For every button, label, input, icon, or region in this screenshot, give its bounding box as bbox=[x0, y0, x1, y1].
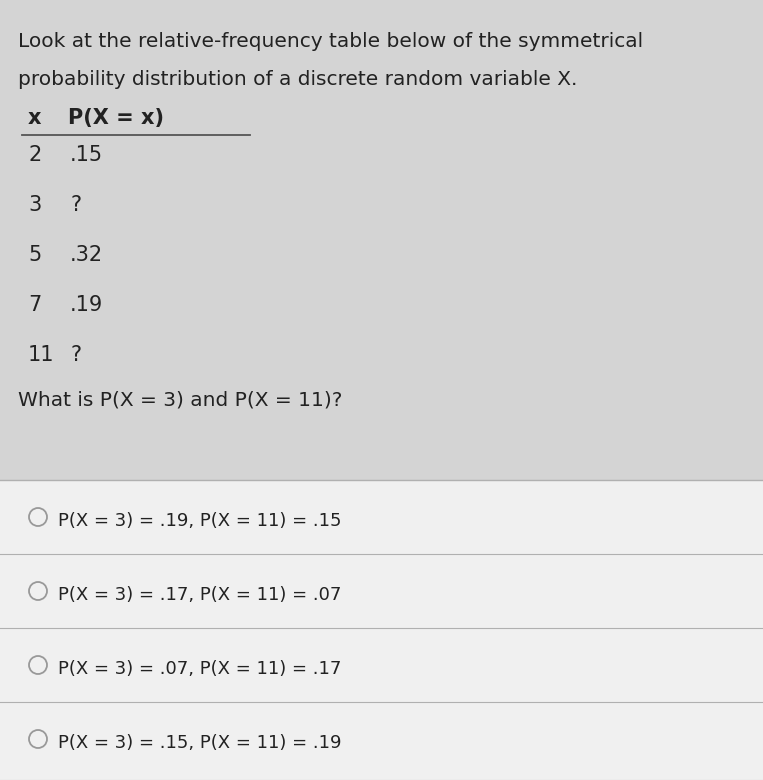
Text: P(X = 3) = .17, P(X = 11) = .07: P(X = 3) = .17, P(X = 11) = .07 bbox=[58, 586, 341, 604]
Text: P(X = 3) = .07, P(X = 11) = .17: P(X = 3) = .07, P(X = 11) = .17 bbox=[58, 660, 341, 678]
Text: .19: .19 bbox=[70, 295, 103, 315]
Text: P(X = 3) = .15, P(X = 11) = .19: P(X = 3) = .15, P(X = 11) = .19 bbox=[58, 734, 342, 752]
Text: 5: 5 bbox=[28, 245, 41, 265]
Text: 7: 7 bbox=[28, 295, 41, 315]
Text: ?: ? bbox=[70, 195, 81, 215]
Text: P(X = 3) = .19, P(X = 11) = .15: P(X = 3) = .19, P(X = 11) = .15 bbox=[58, 512, 342, 530]
Text: .32: .32 bbox=[70, 245, 103, 265]
Text: 11: 11 bbox=[28, 345, 54, 365]
Text: What is P(X = 3) and P(X = 11)?: What is P(X = 3) and P(X = 11)? bbox=[18, 390, 343, 409]
Bar bbox=[0, 480, 763, 780]
Text: 2: 2 bbox=[28, 145, 41, 165]
Text: Look at the relative-frequency table below of the symmetrical: Look at the relative-frequency table bel… bbox=[18, 32, 643, 51]
Text: ?: ? bbox=[70, 345, 81, 365]
Text: x: x bbox=[28, 108, 41, 128]
Text: P(X = x): P(X = x) bbox=[68, 108, 164, 128]
Text: .15: .15 bbox=[70, 145, 103, 165]
Text: 3: 3 bbox=[28, 195, 41, 215]
Text: probability distribution of a discrete random variable X.: probability distribution of a discrete r… bbox=[18, 70, 578, 89]
